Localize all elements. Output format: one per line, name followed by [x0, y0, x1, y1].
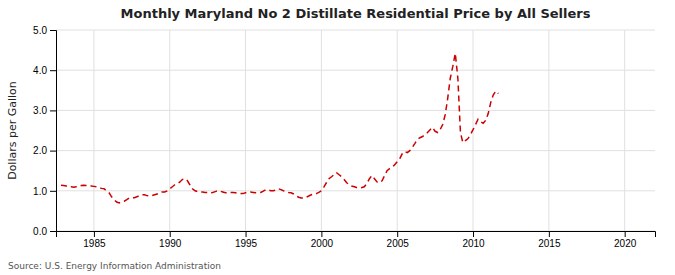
- tick: 4.0: [33, 65, 56, 76]
- tick-mark: [50, 151, 56, 152]
- tick: 2020: [614, 231, 637, 249]
- tick-mark: [50, 30, 56, 31]
- tick-mark: [50, 191, 56, 192]
- y-axis: 0.0 1.0 2.0 3.0 4.0 5.0: [33, 25, 56, 237]
- grid-line: [548, 30, 549, 231]
- grid-line: [245, 30, 246, 231]
- tick-mark: [246, 231, 247, 237]
- tick-mark: [94, 231, 95, 237]
- tick-label: 2010: [462, 238, 485, 249]
- tick-mark: [549, 231, 550, 237]
- tick: 1.0: [33, 186, 56, 197]
- x-axis: 1985 1990 1995 2000 2005 2010 2015 2020: [57, 231, 656, 249]
- tick: 5.0: [33, 25, 56, 36]
- tick-mark: [50, 70, 56, 71]
- tick-label: 2015: [538, 238, 561, 249]
- tick: 2005: [387, 231, 410, 249]
- tick-label: 2.0: [33, 145, 47, 156]
- plot-area: 1985 1990 1995 2000 2005 2010 2015 2020 0.0 1.0 2.…: [33, 25, 655, 249]
- grid-line: [56, 150, 655, 151]
- tick-label: 5.0: [33, 25, 47, 36]
- grid-line: [321, 30, 322, 231]
- tick-label: 1985: [83, 238, 106, 249]
- tick-mark: [321, 231, 322, 237]
- source-note: Source: U.S. Energy Information Administ…: [8, 261, 221, 271]
- line: [61, 53, 498, 203]
- grid-line: [56, 30, 655, 31]
- axis-line: [57, 232, 656, 238]
- grid-line: [397, 30, 398, 231]
- tick: 1985: [83, 231, 106, 249]
- tick: 2000: [311, 231, 334, 249]
- tick-label: 2005: [387, 238, 410, 249]
- tick-label: 4.0: [33, 65, 47, 76]
- grid-line: [56, 190, 655, 191]
- marks: [61, 53, 498, 203]
- tick: 3.0: [33, 105, 56, 116]
- tick: 2010: [462, 231, 485, 249]
- tick-mark: [50, 231, 56, 232]
- grid-line: [93, 30, 94, 231]
- tick-mark: [397, 231, 398, 237]
- tick: 2.0: [33, 145, 56, 156]
- grid-line: [624, 30, 625, 231]
- grid-line: [56, 110, 655, 111]
- grid-line: [169, 30, 170, 231]
- tick-label: 1990: [159, 238, 182, 249]
- tick-label: 0.0: [33, 226, 47, 237]
- tick: 2015: [538, 231, 561, 249]
- tick: 1995: [235, 231, 258, 249]
- tick-label: 1.0: [33, 186, 47, 197]
- tick-label: 3.0: [33, 105, 47, 116]
- grid-line: [56, 70, 655, 71]
- tick-label: 2000: [311, 238, 334, 249]
- tick-mark: [170, 231, 171, 237]
- tick-label: 2020: [614, 238, 637, 249]
- title: Monthly Maryland No 2 Distillate Residen…: [121, 6, 591, 21]
- tick: 1990: [159, 231, 182, 249]
- tick: 0.0: [33, 226, 56, 237]
- tick-label: 1995: [235, 238, 258, 249]
- chart: 1985 1990 1995 2000 2005 2010 2015 2020 0.0 1.0 2.…: [0, 0, 675, 275]
- tick-mark: [473, 231, 474, 237]
- grid: [56, 30, 655, 231]
- tick-mark: [50, 110, 56, 111]
- axis-line: [50, 31, 57, 232]
- tick-mark: [625, 231, 626, 237]
- y-axis-title: Dollars per Gallon: [6, 81, 19, 180]
